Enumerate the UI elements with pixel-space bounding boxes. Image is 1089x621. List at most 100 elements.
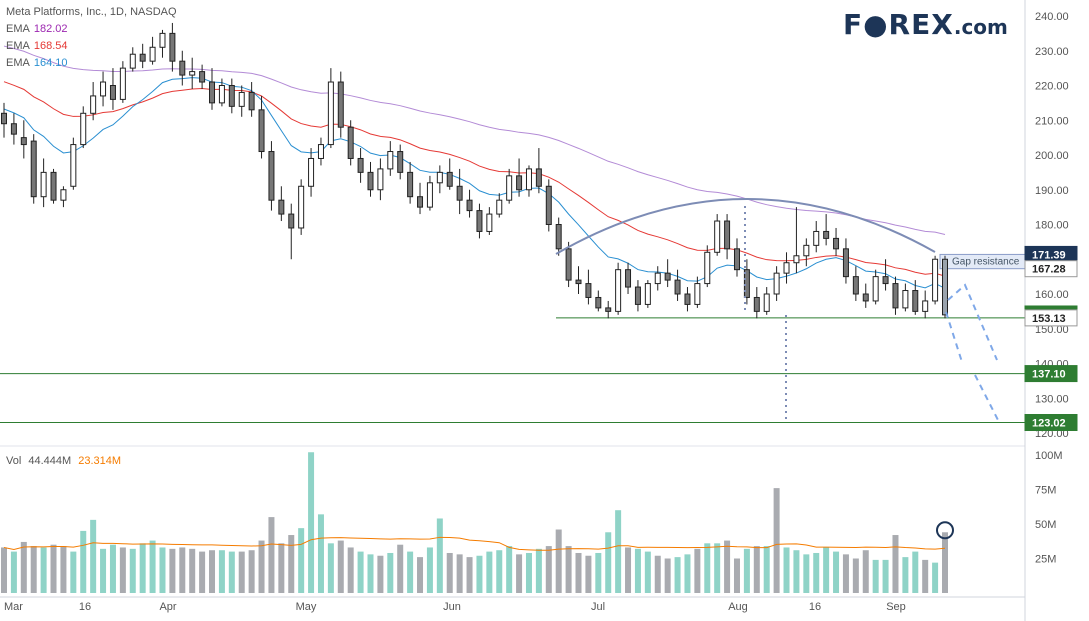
candle-body	[882, 276, 889, 285]
volume-bar	[912, 551, 919, 593]
volume-ma-value: 23.314M	[78, 455, 122, 467]
volume-bar	[803, 554, 810, 593]
volume-bar	[813, 552, 820, 593]
candle-body	[932, 258, 939, 302]
volume-bar	[119, 547, 126, 593]
volume-bar	[337, 540, 344, 593]
projected-path	[945, 311, 963, 363]
volume-bar	[407, 551, 414, 593]
volume-tick-label: 75M	[1035, 485, 1056, 497]
volume-bar	[169, 548, 176, 593]
volume-bar	[733, 558, 740, 593]
candle-body	[753, 296, 760, 312]
volume-bar	[387, 552, 394, 593]
volume-bar	[704, 543, 711, 593]
volume-bar	[476, 555, 483, 593]
volume-bar	[347, 547, 354, 593]
candle-body	[10, 123, 17, 135]
candle-body	[20, 137, 27, 146]
price-label: 167.28	[1024, 260, 1078, 278]
volume-legend: Vol 44.444M 23.314M	[6, 455, 121, 467]
volume-bar	[654, 555, 661, 593]
candle-body	[892, 283, 899, 309]
chart-title: Meta Platforms, Inc., 1D, NASDAQ	[6, 6, 177, 18]
candle-body	[902, 290, 909, 309]
price-tick-label: 210.00	[1035, 115, 1069, 127]
candle-body	[813, 230, 820, 246]
candle-body	[218, 85, 225, 104]
candle-body	[436, 171, 443, 184]
candle-body	[466, 199, 473, 212]
candle-body	[733, 248, 740, 271]
candle-body	[407, 171, 414, 198]
candle-body	[714, 220, 721, 253]
candle-body	[268, 151, 275, 201]
volume-bar	[436, 518, 443, 593]
candle-body	[743, 269, 750, 298]
volume-bar	[674, 557, 681, 593]
candle-body	[327, 81, 334, 146]
volume-bar	[100, 548, 107, 593]
volume-bar	[268, 517, 275, 593]
volume-bar	[109, 544, 116, 593]
volume-bar	[10, 551, 17, 593]
volume-bar	[159, 547, 166, 593]
candle-body	[634, 286, 641, 305]
candle-body	[912, 290, 919, 312]
volume-value: 44.444M	[28, 455, 72, 467]
volume-bar	[525, 552, 532, 593]
candle-body	[258, 109, 265, 153]
price-tick-label: 160.00	[1035, 289, 1069, 301]
volume-bar	[535, 548, 542, 593]
volume-bar	[634, 548, 641, 593]
candle-body	[60, 189, 67, 201]
volume-bar	[189, 548, 196, 593]
volume-bar	[486, 551, 493, 593]
candle-body	[724, 220, 731, 250]
volume-bar	[218, 550, 225, 593]
price-label-text: 137.10	[1032, 369, 1066, 381]
candle-body	[783, 262, 790, 274]
volume-bar	[892, 535, 899, 593]
price-tick-label: 200.00	[1035, 150, 1069, 162]
volume-bar	[30, 546, 37, 593]
volume-bar	[317, 514, 324, 593]
candle-body	[852, 276, 859, 295]
candle-body	[417, 196, 424, 208]
logo-suffix: .com	[953, 15, 1008, 39]
candle-body	[347, 126, 354, 159]
candle-body	[109, 85, 116, 100]
candle-body	[862, 293, 869, 302]
volume-bar	[496, 550, 503, 593]
candle-body	[387, 151, 394, 170]
time-tick-label: 16	[809, 601, 821, 613]
volume-bar	[377, 555, 384, 593]
volume-bar	[199, 551, 206, 593]
candle-body	[426, 182, 433, 208]
volume-bar	[516, 554, 523, 593]
candle-body	[129, 53, 136, 69]
price-label-text: 153.13	[1032, 313, 1066, 325]
price-label: 123.02	[1024, 414, 1078, 432]
candle-body	[248, 91, 255, 111]
volume-bar	[763, 546, 770, 593]
volume-label: Vol	[6, 455, 22, 467]
time-tick-label: Apr	[159, 601, 176, 613]
candle-body	[516, 175, 523, 191]
candle-body	[535, 168, 542, 187]
volume-bar	[90, 519, 97, 593]
candle-body	[238, 91, 245, 107]
candle-body	[506, 175, 513, 201]
volume-bar	[585, 555, 592, 593]
volume-bar	[793, 550, 800, 593]
volume-bar	[327, 543, 334, 593]
price-label: 153.13	[1024, 309, 1078, 327]
volume-bar	[545, 546, 552, 593]
volume-bar	[942, 532, 948, 593]
volume-bar	[367, 554, 374, 593]
price-label-box	[1024, 365, 1078, 383]
ema-value: 182.02	[33, 23, 68, 35]
candle-body	[496, 199, 503, 215]
candle-body	[605, 307, 612, 312]
